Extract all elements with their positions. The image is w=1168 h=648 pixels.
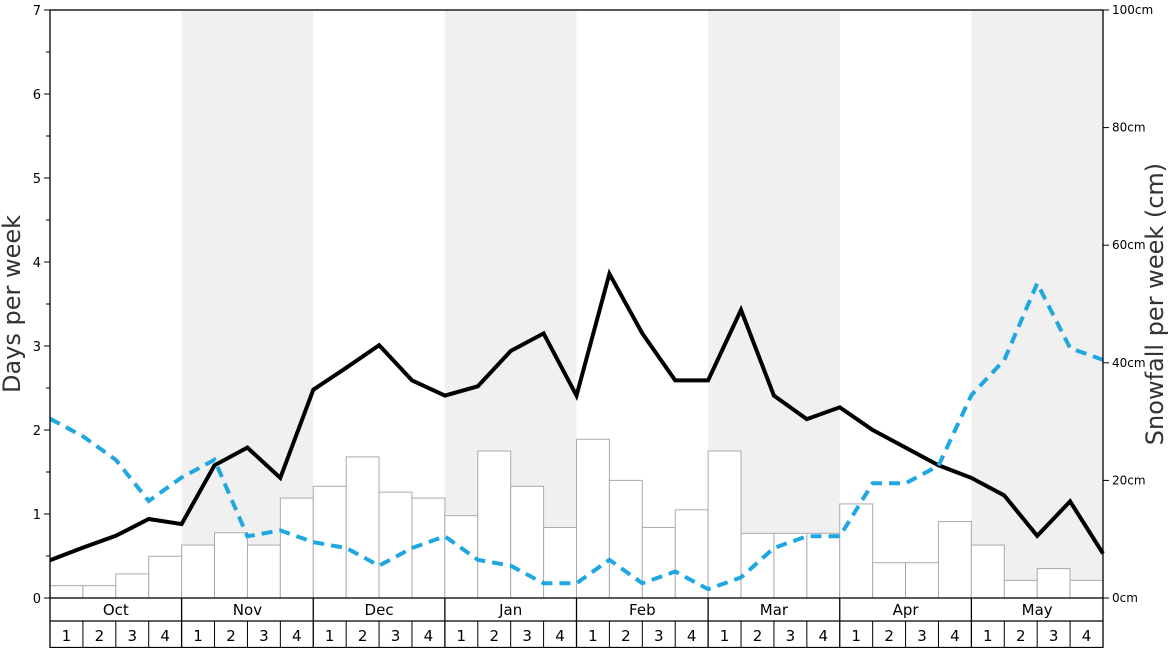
week-label: 1 — [720, 627, 730, 645]
snowfall-bar — [49, 585, 84, 599]
week-label: 2 — [489, 627, 499, 645]
snowfall-bar — [148, 555, 183, 599]
week-label: 1 — [457, 627, 467, 645]
snowfall-bar — [1069, 579, 1104, 599]
week-label: 2 — [621, 627, 631, 645]
month-label: May — [1022, 601, 1053, 619]
snowfall-bar — [279, 497, 314, 599]
right-axis-title: Snowfall per week (cm) — [1141, 163, 1168, 445]
left-tick-label: 3 — [33, 340, 41, 355]
week-label: 4 — [819, 627, 829, 645]
week-label: 1 — [588, 627, 598, 645]
snowfall-bar — [707, 450, 742, 599]
snowfall-bar — [674, 509, 709, 599]
left-tick-label: 2 — [33, 424, 41, 439]
snowfall-bar — [576, 438, 610, 599]
left-tick-label: 1 — [33, 508, 41, 523]
snowfall-bar — [937, 521, 972, 599]
week-label: 1 — [983, 627, 993, 645]
snowfall-bar — [345, 456, 380, 599]
left-axis-title: Days per week — [0, 215, 26, 393]
x-axis-month-week-table: Oct 1 2 3 4 Nov 1 2 3 4 Dec 1 2 3 4 Jan 1 2 3 4 Feb 1 2 3 4 Mar 1 2… — [49, 598, 1104, 648]
snowfall-bar — [970, 544, 1005, 599]
month-label: Jan — [498, 601, 522, 619]
week-label: 3 — [391, 627, 401, 645]
week-label: 3 — [259, 627, 269, 645]
week-label: 2 — [1016, 627, 1026, 645]
snowfall-bar — [543, 526, 577, 599]
snowfall-bar — [806, 532, 841, 599]
left-tick-label: 4 — [33, 256, 41, 271]
left-tick-label: 7 — [33, 4, 41, 19]
week-label: 3 — [522, 627, 532, 645]
left-tick-label: 0 — [33, 592, 41, 607]
snowfall-bar — [872, 562, 907, 599]
month-label: Apr — [893, 601, 920, 619]
week-label: 2 — [884, 627, 894, 645]
snowfall-bar — [773, 532, 808, 599]
month-shade-may — [971, 10, 1103, 598]
right-tick-label: 60cm — [1112, 238, 1146, 252]
snowfall-bar — [905, 562, 939, 599]
week-label: 4 — [950, 627, 960, 645]
dashed-line-series — [49, 278, 1104, 592]
right-tick-label: 100cm — [1112, 3, 1153, 17]
snowfall-bar — [214, 532, 248, 599]
snowfall-bar — [641, 526, 676, 599]
snowfall-bar — [181, 544, 216, 599]
month-label: Mar — [760, 601, 789, 619]
week-label: 4 — [1082, 627, 1092, 645]
snowfall-bar — [115, 573, 150, 599]
snowfall-bar — [246, 544, 281, 599]
snowfall-bar — [510, 485, 545, 599]
week-label: 3 — [917, 627, 927, 645]
week-label: 2 — [358, 627, 368, 645]
snowfall-bar — [378, 491, 413, 599]
week-label: 4 — [160, 627, 170, 645]
week-label: 3 — [127, 627, 137, 645]
snowfall-bar — [839, 503, 874, 599]
week-label: 1 — [193, 627, 203, 645]
snowfall-bar — [1036, 568, 1071, 599]
snowfall-bar — [740, 532, 775, 599]
month-label: Oct — [103, 601, 129, 619]
week-label: 4 — [292, 627, 302, 645]
right-tick-label: 0cm — [1112, 591, 1138, 605]
month-shading-layer — [181, 10, 1103, 598]
week-label: 3 — [786, 627, 796, 645]
right-tick-label: 80cm — [1112, 121, 1146, 135]
week-label: 2 — [95, 627, 105, 645]
week-label: 4 — [687, 627, 697, 645]
snowfall-bar — [82, 585, 117, 599]
right-tick-label: 40cm — [1112, 356, 1146, 370]
month-label: Dec — [365, 601, 394, 619]
week-label: 1 — [851, 627, 861, 645]
snowfall-bar — [1003, 579, 1038, 599]
month-label: Nov — [233, 601, 262, 619]
right-tick-label: 20cm — [1112, 473, 1146, 487]
week-label: 1 — [325, 627, 335, 645]
week-label: 1 — [62, 627, 72, 645]
right-y-axis: 0cm 20cm 40cm 60cm 80cm 100cm — [1103, 3, 1153, 605]
series-lines — [49, 268, 1105, 592]
month-label: Feb — [629, 601, 656, 619]
snowfall-bar — [444, 515, 479, 599]
week-label: 4 — [555, 627, 565, 645]
snowfall-bar — [477, 450, 512, 599]
week-label: 2 — [226, 627, 236, 645]
week-label: 3 — [1049, 627, 1059, 645]
week-label: 4 — [424, 627, 434, 645]
week-label: 2 — [753, 627, 763, 645]
left-tick-label: 6 — [33, 88, 41, 103]
week-label: 3 — [654, 627, 664, 645]
solid-line-series — [49, 268, 1105, 563]
left-y-axis: 0 1 2 3 4 5 6 7 — [33, 4, 50, 607]
left-tick-label: 5 — [33, 172, 41, 187]
